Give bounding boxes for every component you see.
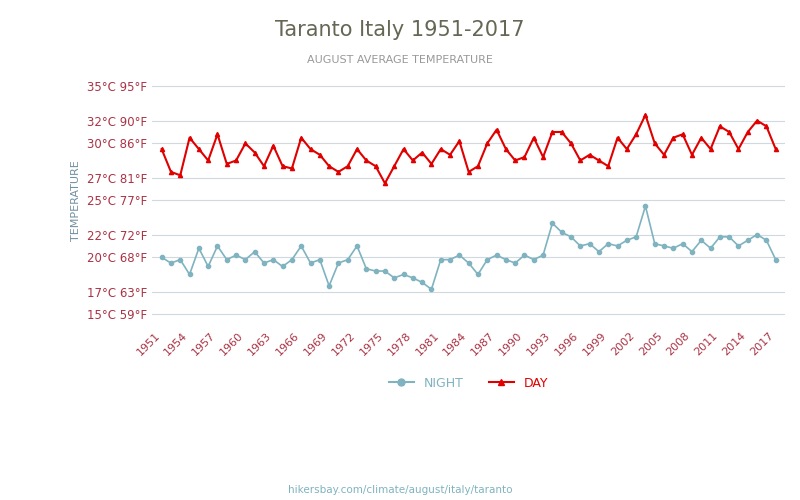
Y-axis label: TEMPERATURE: TEMPERATURE	[71, 160, 81, 241]
Text: hikersbay.com/climate/august/italy/taranto: hikersbay.com/climate/august/italy/taran…	[288, 485, 512, 495]
Text: Taranto Italy 1951-2017: Taranto Italy 1951-2017	[275, 20, 525, 40]
Legend: NIGHT, DAY: NIGHT, DAY	[384, 372, 554, 394]
Text: AUGUST AVERAGE TEMPERATURE: AUGUST AVERAGE TEMPERATURE	[307, 55, 493, 65]
